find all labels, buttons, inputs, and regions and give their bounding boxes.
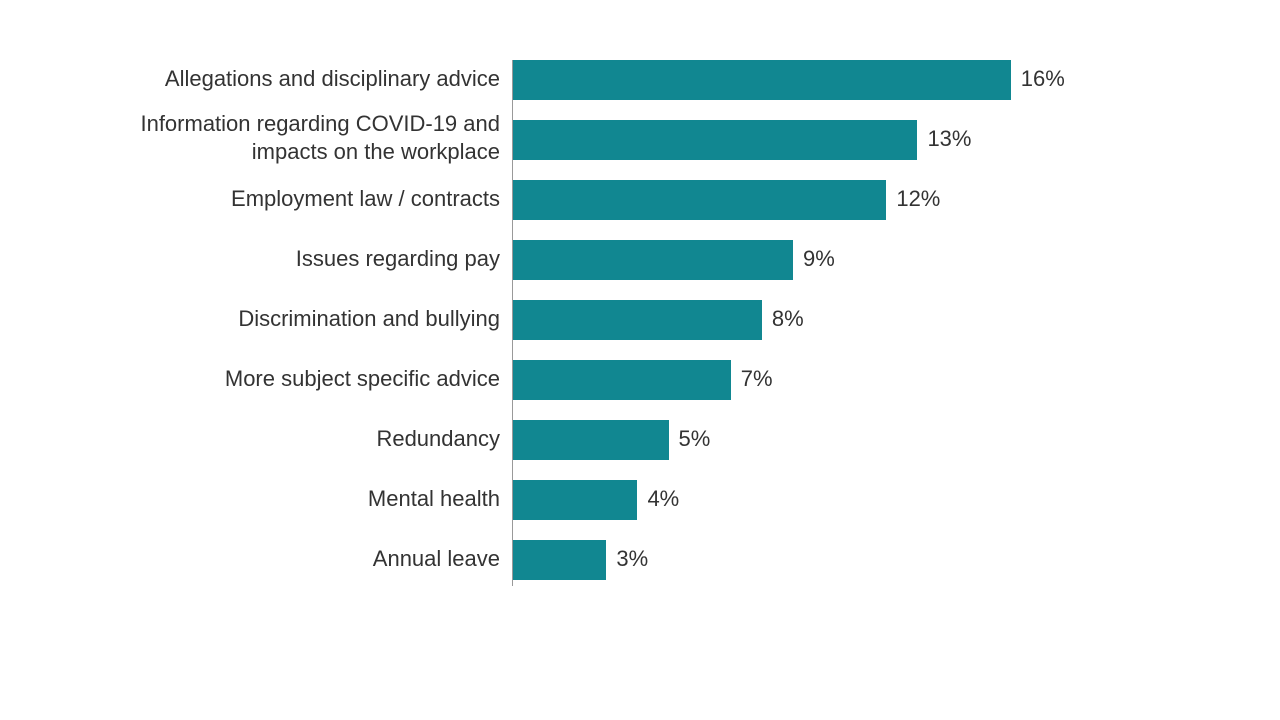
category-label: More subject specific advice (80, 365, 500, 393)
category-label: Information regarding COVID-19 and impac… (80, 110, 500, 165)
bar (513, 480, 637, 520)
bar (513, 240, 793, 280)
category-label: Discrimination and bullying (80, 305, 500, 333)
bar (513, 420, 669, 460)
bar (513, 120, 917, 160)
value-label: 5% (679, 426, 711, 452)
category-label: Redundancy (80, 425, 500, 453)
bars-column: 16% 13% 12% 9% 8% 7% 5% 4% 3% (513, 60, 1193, 660)
category-label: Annual leave (80, 545, 500, 573)
value-label: 4% (647, 486, 679, 512)
value-label: 13% (927, 126, 971, 152)
category-label: Issues regarding pay (80, 245, 500, 273)
bar (513, 360, 731, 400)
value-label: 3% (616, 546, 648, 572)
value-label: 8% (772, 306, 804, 332)
bar (513, 180, 886, 220)
chart-container: Allegations and disciplinary advice Infor… (80, 60, 1200, 660)
bar (513, 60, 1011, 100)
category-label: Mental health (80, 485, 500, 513)
category-label: Allegations and disciplinary advice (80, 65, 500, 93)
value-label: 7% (741, 366, 773, 392)
label-column: Allegations and disciplinary advice Infor… (80, 60, 500, 660)
value-label: 12% (896, 186, 940, 212)
value-label: 16% (1021, 66, 1065, 92)
value-label: 9% (803, 246, 835, 272)
category-label: Employment law / contracts (80, 185, 500, 213)
bar (513, 300, 762, 340)
bar (513, 540, 606, 580)
